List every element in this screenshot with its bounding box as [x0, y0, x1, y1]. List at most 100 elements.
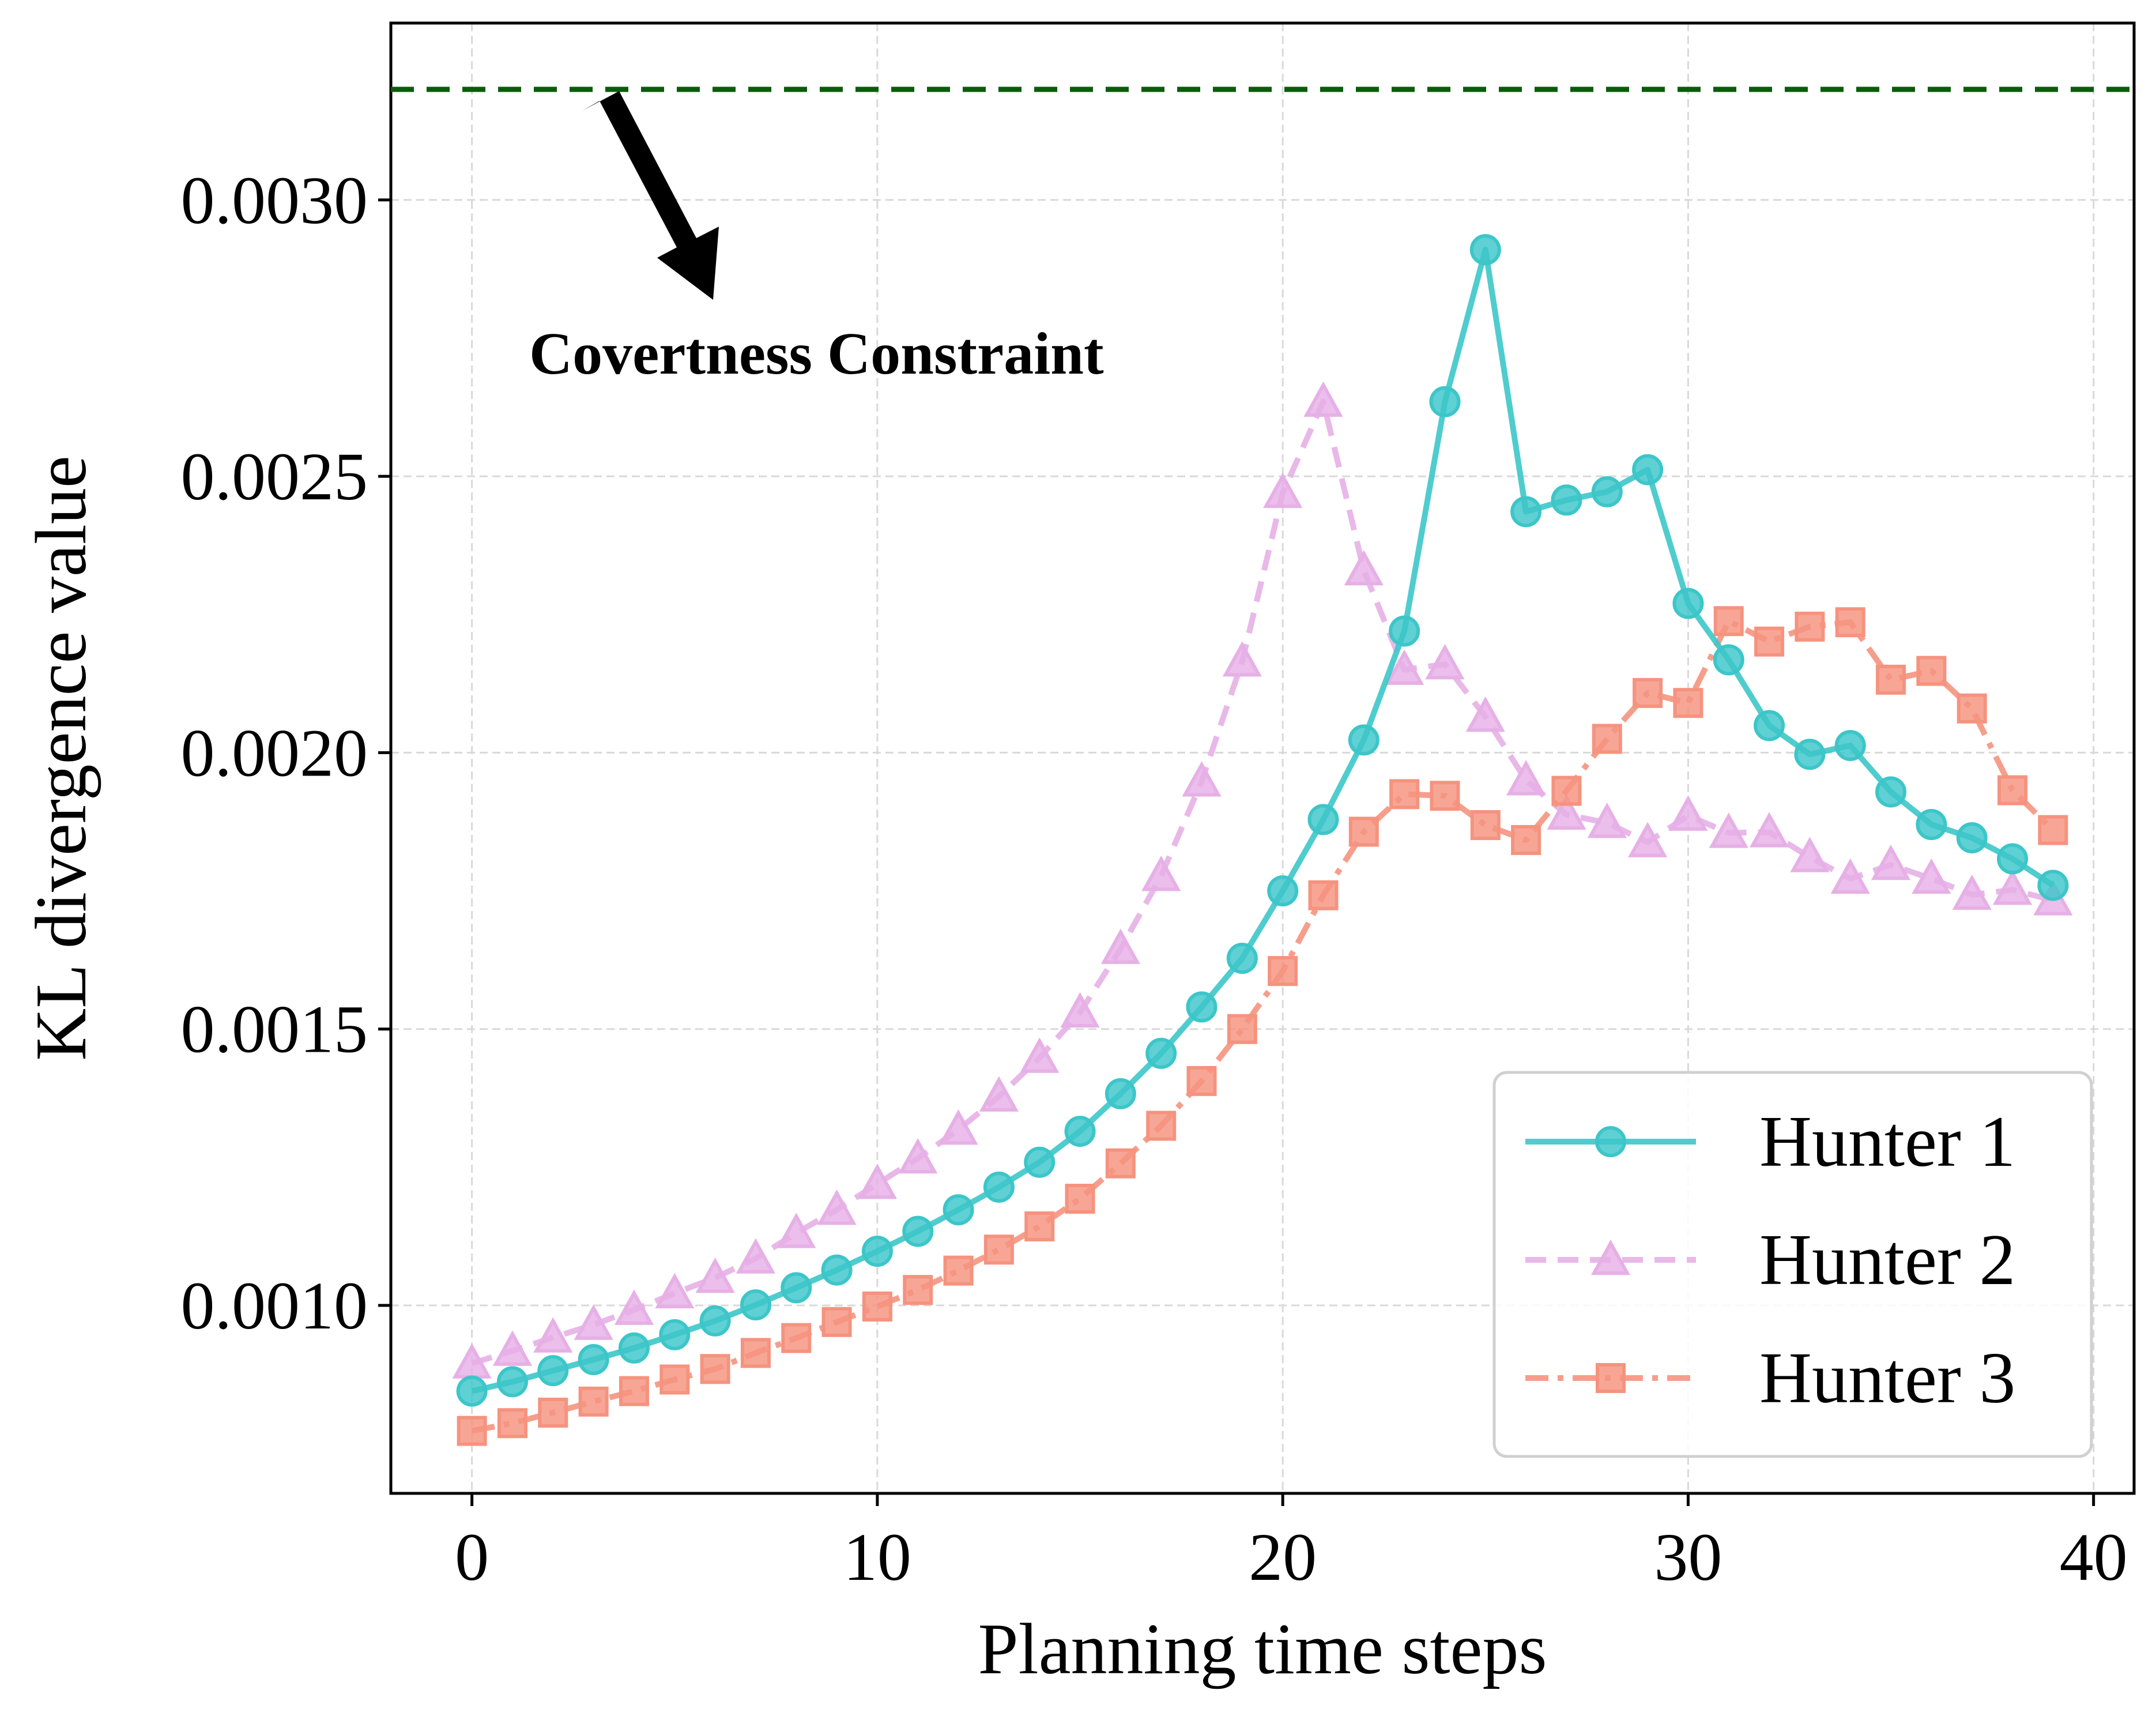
data-point	[740, 1289, 771, 1321]
series-line	[471, 247, 2055, 1394]
data-point	[1632, 454, 1664, 485]
legend-label: Hunter 1	[1759, 1102, 2015, 1182]
data-point	[1465, 696, 1505, 732]
data-point	[1100, 928, 1140, 964]
data-point	[1146, 1111, 1177, 1141]
data-point	[1226, 943, 1258, 974]
data-point	[578, 1344, 609, 1376]
data-point	[1997, 843, 2029, 875]
data-point	[943, 1194, 974, 1226]
data-point	[1587, 802, 1627, 838]
data-point	[1709, 812, 1748, 848]
data-point	[1713, 606, 1744, 637]
data-point	[1952, 874, 1992, 910]
series-layer	[452, 234, 2073, 1446]
data-point	[1429, 386, 1461, 417]
data-point	[457, 1416, 487, 1446]
data-point	[740, 1338, 771, 1368]
data-point	[1303, 381, 1343, 417]
data-point	[1308, 880, 1339, 910]
x-tick-label: 30	[1654, 1519, 1722, 1595]
data-point	[695, 1257, 735, 1293]
y-tick-label: 0.0010	[181, 1268, 368, 1343]
y-tick-label: 0.0020	[181, 715, 368, 790]
data-point	[861, 1236, 893, 1267]
data-point	[1065, 1184, 1095, 1214]
data-point	[1754, 710, 1785, 741]
legend-label: Hunter 2	[1759, 1220, 2015, 1300]
data-point	[578, 1386, 609, 1417]
data-point	[1385, 649, 1424, 685]
data-point	[1673, 688, 1703, 718]
legend-entry: Hunter 1	[1525, 1102, 2015, 1182]
data-point	[533, 1317, 573, 1353]
data-point	[492, 1330, 533, 1366]
series-hunter-2	[452, 381, 2073, 1379]
legend: Hunter 1 Hunter 2 Hunter 3	[1492, 1071, 2093, 1458]
data-point	[619, 1376, 649, 1406]
series-hunter-1	[456, 234, 2069, 1407]
data-point	[1105, 1078, 1136, 1109]
series-line	[471, 618, 2055, 1434]
data-point	[1912, 858, 1951, 894]
data-point	[736, 1238, 776, 1274]
data-point	[1348, 816, 1379, 847]
data-point	[618, 1332, 650, 1364]
data-point	[1348, 724, 1379, 756]
plot-area-frame	[389, 21, 2136, 1495]
data-point	[1835, 607, 1865, 638]
data-point	[817, 1189, 857, 1225]
data-point	[1551, 484, 1582, 516]
data-point	[1060, 992, 1100, 1028]
data-point	[1627, 822, 1668, 857]
data-point	[1389, 615, 1420, 647]
data-point	[456, 1375, 488, 1407]
data-point	[781, 1272, 812, 1304]
data-point	[1470, 810, 1501, 840]
series-line	[471, 398, 2054, 1367]
data-point	[699, 1305, 731, 1337]
x-tick-label: 20	[1249, 1519, 1317, 1595]
data-point	[1956, 822, 1988, 854]
data-point	[2038, 815, 2068, 845]
data-point	[1105, 1148, 1136, 1179]
data-point	[1425, 643, 1465, 680]
data-point	[1551, 776, 1582, 806]
data-point	[1916, 809, 1947, 841]
data-point	[1510, 496, 1542, 528]
data-point	[1713, 644, 1744, 676]
data-point	[983, 1234, 1014, 1265]
data-point	[943, 1255, 974, 1286]
data-point	[1344, 549, 1384, 586]
data-point	[659, 1364, 690, 1395]
y-tick-label: 0.0015	[181, 992, 368, 1067]
legend-marker	[1595, 1126, 1626, 1157]
data-point	[1222, 641, 1262, 677]
legend-box	[1492, 1071, 2093, 1458]
data-point	[497, 1408, 527, 1439]
data-point	[938, 1109, 978, 1145]
data-point	[1871, 844, 1911, 880]
data-point	[1511, 825, 1541, 855]
x-tick-label: 10	[843, 1519, 911, 1595]
x-axis-label: Planning time steps	[978, 1609, 1547, 1689]
data-point	[2037, 869, 2069, 901]
data-point	[1795, 611, 1825, 642]
y-axis-label: KL divergence value	[21, 456, 101, 1061]
data-point	[1834, 729, 1866, 761]
data-point	[1875, 776, 1907, 808]
data-point	[1957, 693, 1987, 724]
data-point	[1992, 869, 2033, 905]
data-point	[1020, 1037, 1060, 1073]
data-point	[574, 1304, 613, 1340]
data-point	[1024, 1211, 1055, 1241]
data-point	[1186, 1066, 1217, 1096]
data-point	[903, 1275, 933, 1305]
data-point	[496, 1366, 528, 1398]
data-point	[1668, 795, 1708, 831]
data-point	[1754, 626, 1785, 657]
x-tick-label: 0	[455, 1519, 489, 1595]
data-point	[1141, 856, 1181, 891]
data-point	[1591, 476, 1623, 507]
